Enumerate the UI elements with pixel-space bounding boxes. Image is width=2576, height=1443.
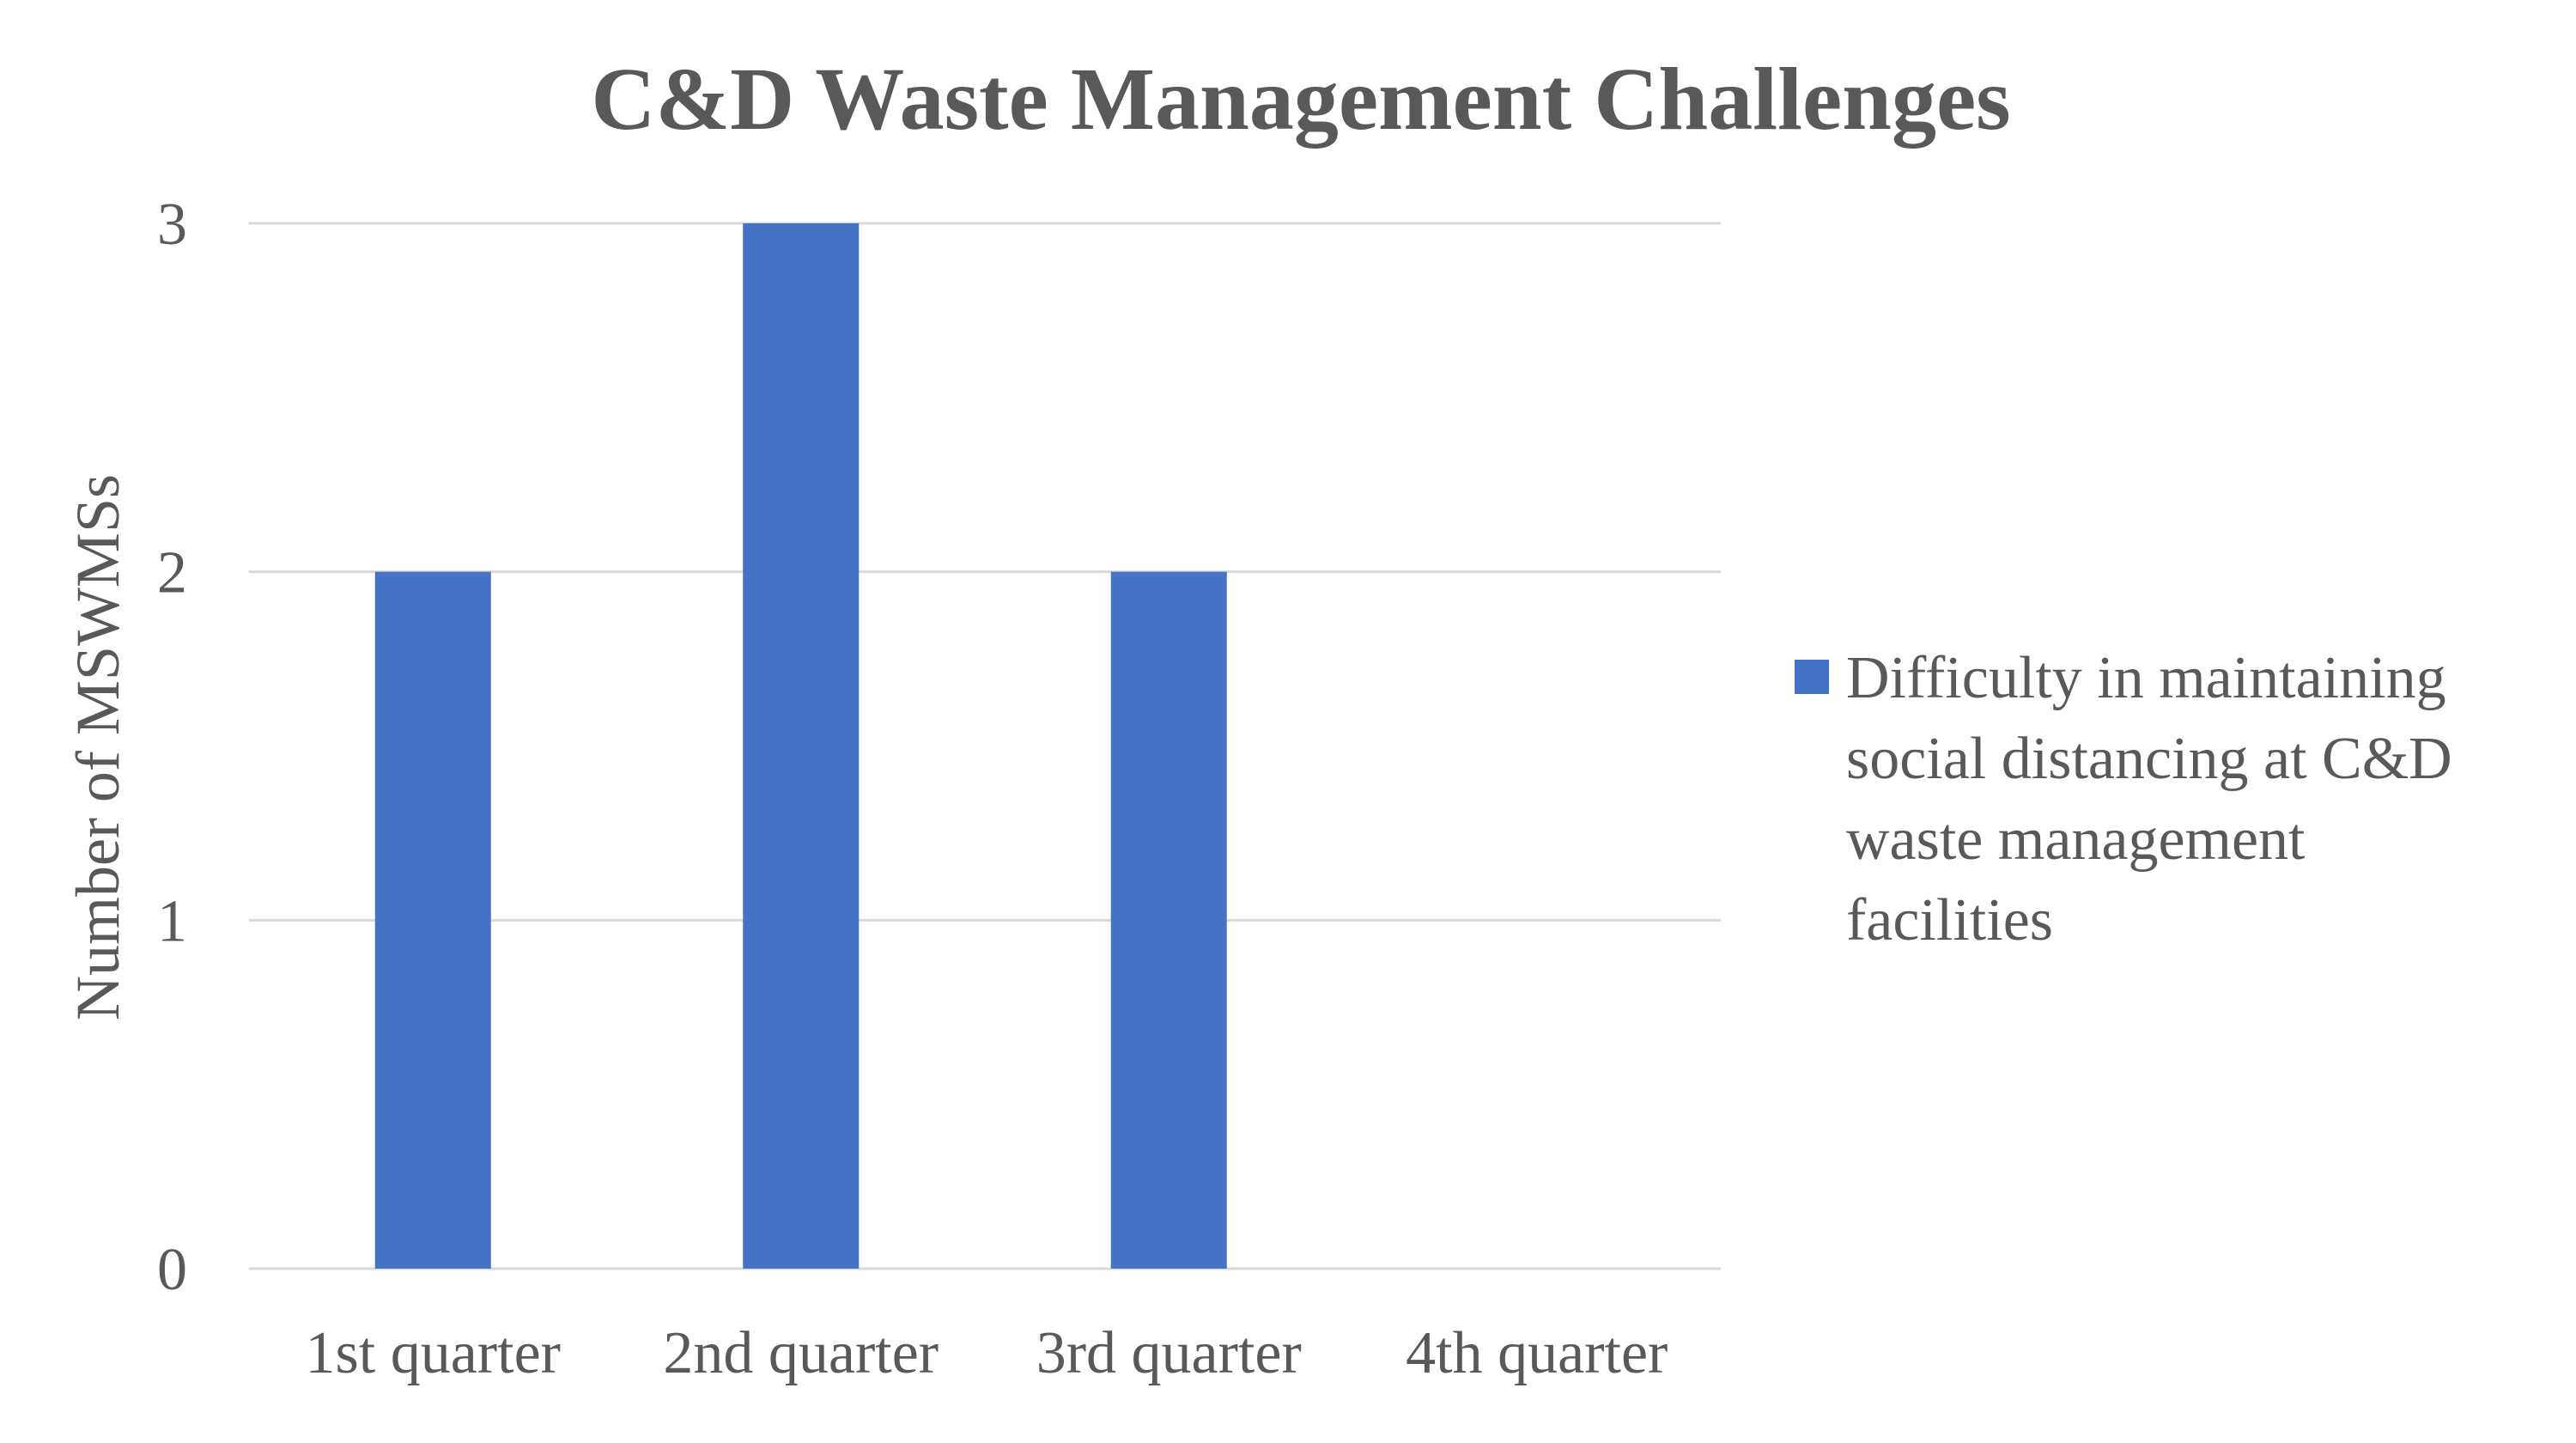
x-tick-label: 2nd quarter: [663, 1320, 939, 1386]
bars: [374, 223, 1227, 1269]
y-axis-label: Number of MSWMSs: [64, 474, 132, 1020]
y-tick-label: 2: [157, 540, 187, 606]
bar: [374, 571, 491, 1269]
legend-label: Difficulty in maintaining social distanci…: [1846, 645, 2452, 953]
x-tick-label: 1st quarter: [306, 1320, 561, 1386]
legend-label-line: Difficulty in maintaining: [1846, 645, 2446, 711]
x-tick-label: 3rd quarter: [1036, 1320, 1302, 1386]
legend-swatch: [1795, 660, 1829, 694]
x-tick-label: 4th quarter: [1406, 1320, 1668, 1386]
legend: Difficulty in maintaining social distanci…: [1795, 645, 2452, 953]
gridlines: [249, 222, 1721, 1270]
y-tick-label: 0: [157, 1237, 187, 1303]
y-tick-label: 1: [157, 888, 187, 954]
chart-title: C&D Waste Management Challenges: [591, 50, 2010, 149]
bar: [1110, 571, 1227, 1269]
bar: [743, 223, 860, 1269]
y-axis-ticks: 0 1 2 3: [157, 192, 187, 1303]
legend-label-line: facilities: [1846, 887, 2053, 953]
legend-label-line: waste management: [1846, 807, 2306, 873]
legend-label-line: social distancing at C&D: [1846, 726, 2452, 792]
x-axis-ticks: 1st quarter 2nd quarter 3rd quarter 4th qua…: [306, 1320, 1668, 1386]
y-tick-label: 3: [157, 192, 187, 258]
